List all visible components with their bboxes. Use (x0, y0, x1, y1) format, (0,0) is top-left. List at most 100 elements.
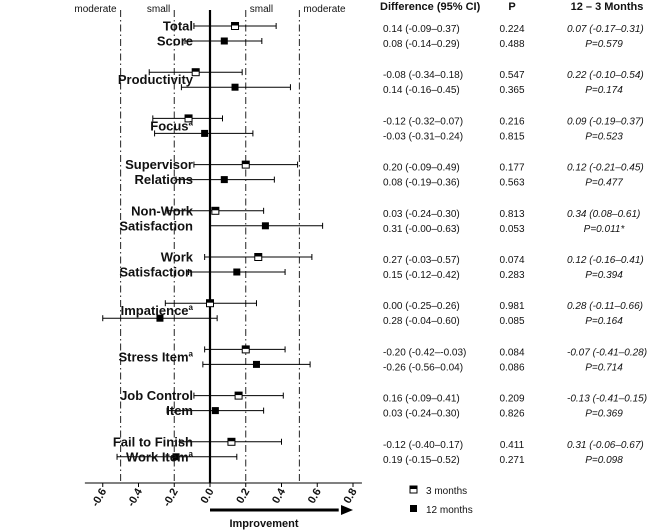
difference-3-months: 0.20 (-0.09–0.49) (383, 163, 460, 174)
p-value-12-months: 0.283 (499, 270, 524, 281)
ci-3-months (166, 206, 265, 215)
p-value-12-months: 0.085 (499, 316, 524, 327)
difference-3-months: -0.20 (-0.42–-0.03) (383, 347, 466, 358)
estimate-3-months-fill (185, 114, 193, 118)
difference-3-months: -0.12 (-0.40–0.17) (383, 440, 463, 451)
difference-3-months: -0.12 (-0.32–0.07) (383, 116, 463, 127)
ci-3-months (193, 22, 277, 30)
ci-3-months (164, 299, 257, 308)
category-label: Total (163, 19, 193, 34)
estimate-3-months-fill (231, 22, 239, 26)
x-tick-label: 0.0 (199, 487, 217, 506)
change-p-value: P=0.714 (585, 362, 623, 373)
improvement-arrowhead (341, 505, 353, 515)
category-label: Fail to Finish (113, 434, 193, 449)
x-tick-label: -0.4 (125, 486, 145, 509)
ci-12-months (180, 83, 291, 91)
estimate-12-months (231, 83, 239, 91)
estimate-12-months (233, 268, 241, 276)
category-label: Focusa (150, 118, 193, 133)
p-value-3-months: 0.411 (500, 440, 525, 451)
x-tick-label: 0.8 (342, 487, 360, 506)
p-value-12-months: 0.815 (499, 131, 524, 142)
p-value-3-months: 0.177 (499, 163, 524, 174)
estimate-3-months-fill (211, 207, 219, 211)
change-ci: -0.07 (-0.41–0.28) (567, 347, 647, 358)
change-ci: 0.28 (-0.11–0.66) (567, 301, 643, 312)
p-value-12-months: 0.563 (499, 178, 524, 189)
change-p-value: P=0.579 (585, 39, 623, 50)
category-label: Satisfaction (119, 265, 193, 280)
difference-3-months: 0.16 (-0.09–0.41) (383, 394, 460, 405)
p-value-12-months: 0.365 (499, 85, 524, 96)
category-label: Productivity (118, 72, 194, 87)
change-p-value: P=0.164 (585, 316, 623, 327)
legend-swatch-3-months-fill (410, 486, 417, 489)
p-value-3-months: 0.209 (499, 394, 524, 405)
difference-12-months: 0.03 (-0.24–0.30) (383, 409, 460, 420)
category-label: Non-Work (131, 203, 194, 218)
difference-3-months: 0.14 (-0.09–0.37) (383, 24, 460, 35)
difference-12-months: 0.28 (-0.04–0.60) (383, 316, 460, 327)
estimate-3-months-fill (254, 253, 262, 257)
estimate-12-months (201, 129, 209, 137)
zone-label: small (250, 4, 273, 15)
ci-12-months (188, 268, 286, 276)
change-p-value: P=0.369 (585, 409, 623, 420)
ci-12-months (116, 453, 238, 461)
category-label: Item (166, 403, 193, 418)
ci-3-months (193, 391, 284, 400)
difference-12-months: -0.26 (-0.56–0.04) (383, 362, 463, 373)
difference-12-months: 0.08 (-0.14–0.29) (383, 39, 460, 50)
change-ci: 0.22 (-0.10–0.54) (567, 70, 644, 81)
p-value-12-months: 0.826 (499, 409, 524, 420)
x-tick-label: 0.2 (234, 487, 252, 506)
difference-12-months: 0.15 (-0.12–0.42) (383, 270, 460, 281)
ci-12-months (102, 314, 218, 322)
ci-3-months (148, 68, 243, 77)
p-value-12-months: 0.086 (499, 362, 524, 373)
change-ci: 0.34 (0.08–0.61) (567, 209, 640, 220)
estimate-12-months (156, 314, 164, 322)
estimate-3-months-fill (206, 299, 214, 303)
difference-3-months: -0.08 (-0.34–0.18) (383, 70, 463, 81)
estimate-3-months-fill (192, 68, 200, 72)
difference-3-months: 0.27 (-0.03–0.57) (383, 255, 460, 266)
legend-label-3-months: 3 months (426, 486, 467, 497)
zone-label: moderate (74, 4, 117, 15)
change-p-value: P=0.523 (585, 131, 623, 142)
ci-12-months (154, 129, 254, 137)
estimate-3-months-fill (242, 345, 250, 349)
reference-lines: moderate small small moderate (74, 4, 346, 483)
legend-swatch-12-months (410, 505, 417, 512)
column-header-p: P (508, 1, 515, 13)
category-label: Score (157, 34, 193, 49)
estimate-12-months (220, 37, 228, 45)
category-label: Job Control (120, 388, 193, 403)
difference-3-months: 0.03 (-0.24–0.30) (383, 209, 460, 220)
x-tick-label: -0.6 (89, 487, 109, 509)
p-value-3-months: 0.224 (499, 24, 524, 35)
ci-12-months (209, 222, 324, 230)
column-header-change: 12 – 3 Months (571, 1, 644, 13)
p-value-3-months: 0.084 (499, 347, 524, 358)
difference-12-months: 0.19 (-0.15–0.52) (383, 455, 460, 466)
legend-item-3-months: 3 months (409, 485, 467, 497)
x-axis-label: Improvement (229, 518, 298, 530)
legend-label-12-months: 12 months (426, 505, 473, 516)
zone-label: small (147, 4, 170, 15)
legend: 3 months 12 months (409, 485, 473, 516)
x-tick-label: -0.2 (161, 487, 181, 509)
p-value-3-months: 0.547 (499, 70, 524, 81)
ci-3-months (193, 160, 299, 169)
ci-12-months (184, 37, 263, 45)
ci-3-months (204, 253, 313, 261)
forest-marks (102, 22, 324, 461)
estimate-3-months-fill (227, 438, 235, 442)
p-value-3-months: 0.813 (499, 209, 524, 220)
change-p-value: P=0.394 (585, 270, 623, 281)
ci-12-months (202, 360, 311, 368)
change-ci: 0.07 (-0.17–0.31) (567, 24, 644, 35)
results-table: Difference (95% CI) P 12 – 3 Months 0.14 (-… (380, 1, 647, 466)
